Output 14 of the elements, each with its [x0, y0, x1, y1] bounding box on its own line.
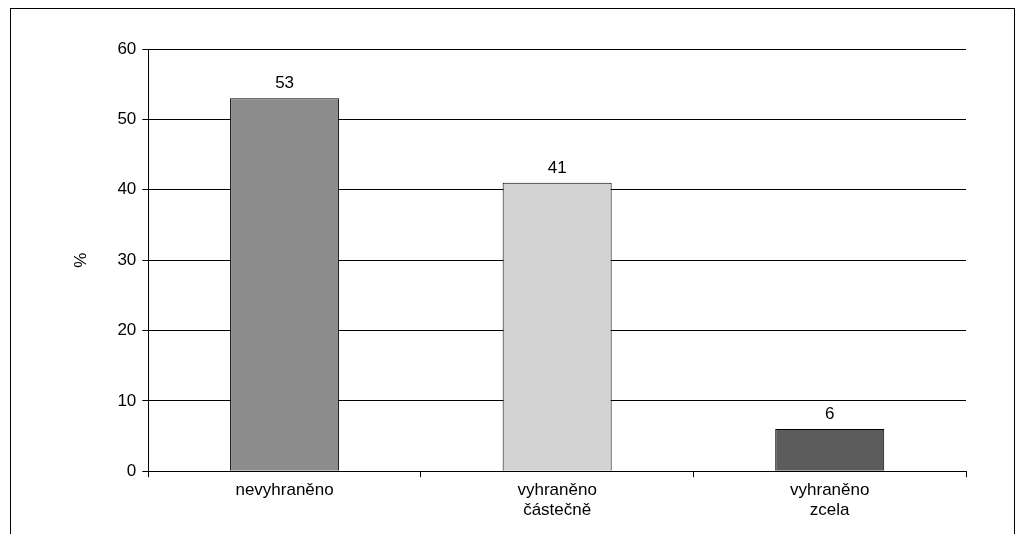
y-tick-label: 60 — [117, 38, 137, 58]
data-label: 6 — [824, 404, 835, 424]
x-tick-label: vyhraněno částečně — [517, 480, 597, 520]
y-tick-label: 0 — [126, 460, 137, 480]
y-tick-label: 30 — [117, 249, 137, 269]
y-tick-label: 10 — [117, 390, 137, 410]
data-label: 53 — [275, 73, 295, 93]
y-tick-label: 20 — [117, 320, 137, 340]
y-tick-label: 50 — [117, 109, 137, 129]
y-axis-title: % — [70, 252, 90, 268]
data-label: 41 — [547, 157, 567, 177]
y-tick-label: 40 — [117, 179, 137, 199]
x-tick-label: vyhraněno zcela — [790, 480, 870, 520]
x-tick-label: nevyhraněno — [235, 480, 334, 500]
